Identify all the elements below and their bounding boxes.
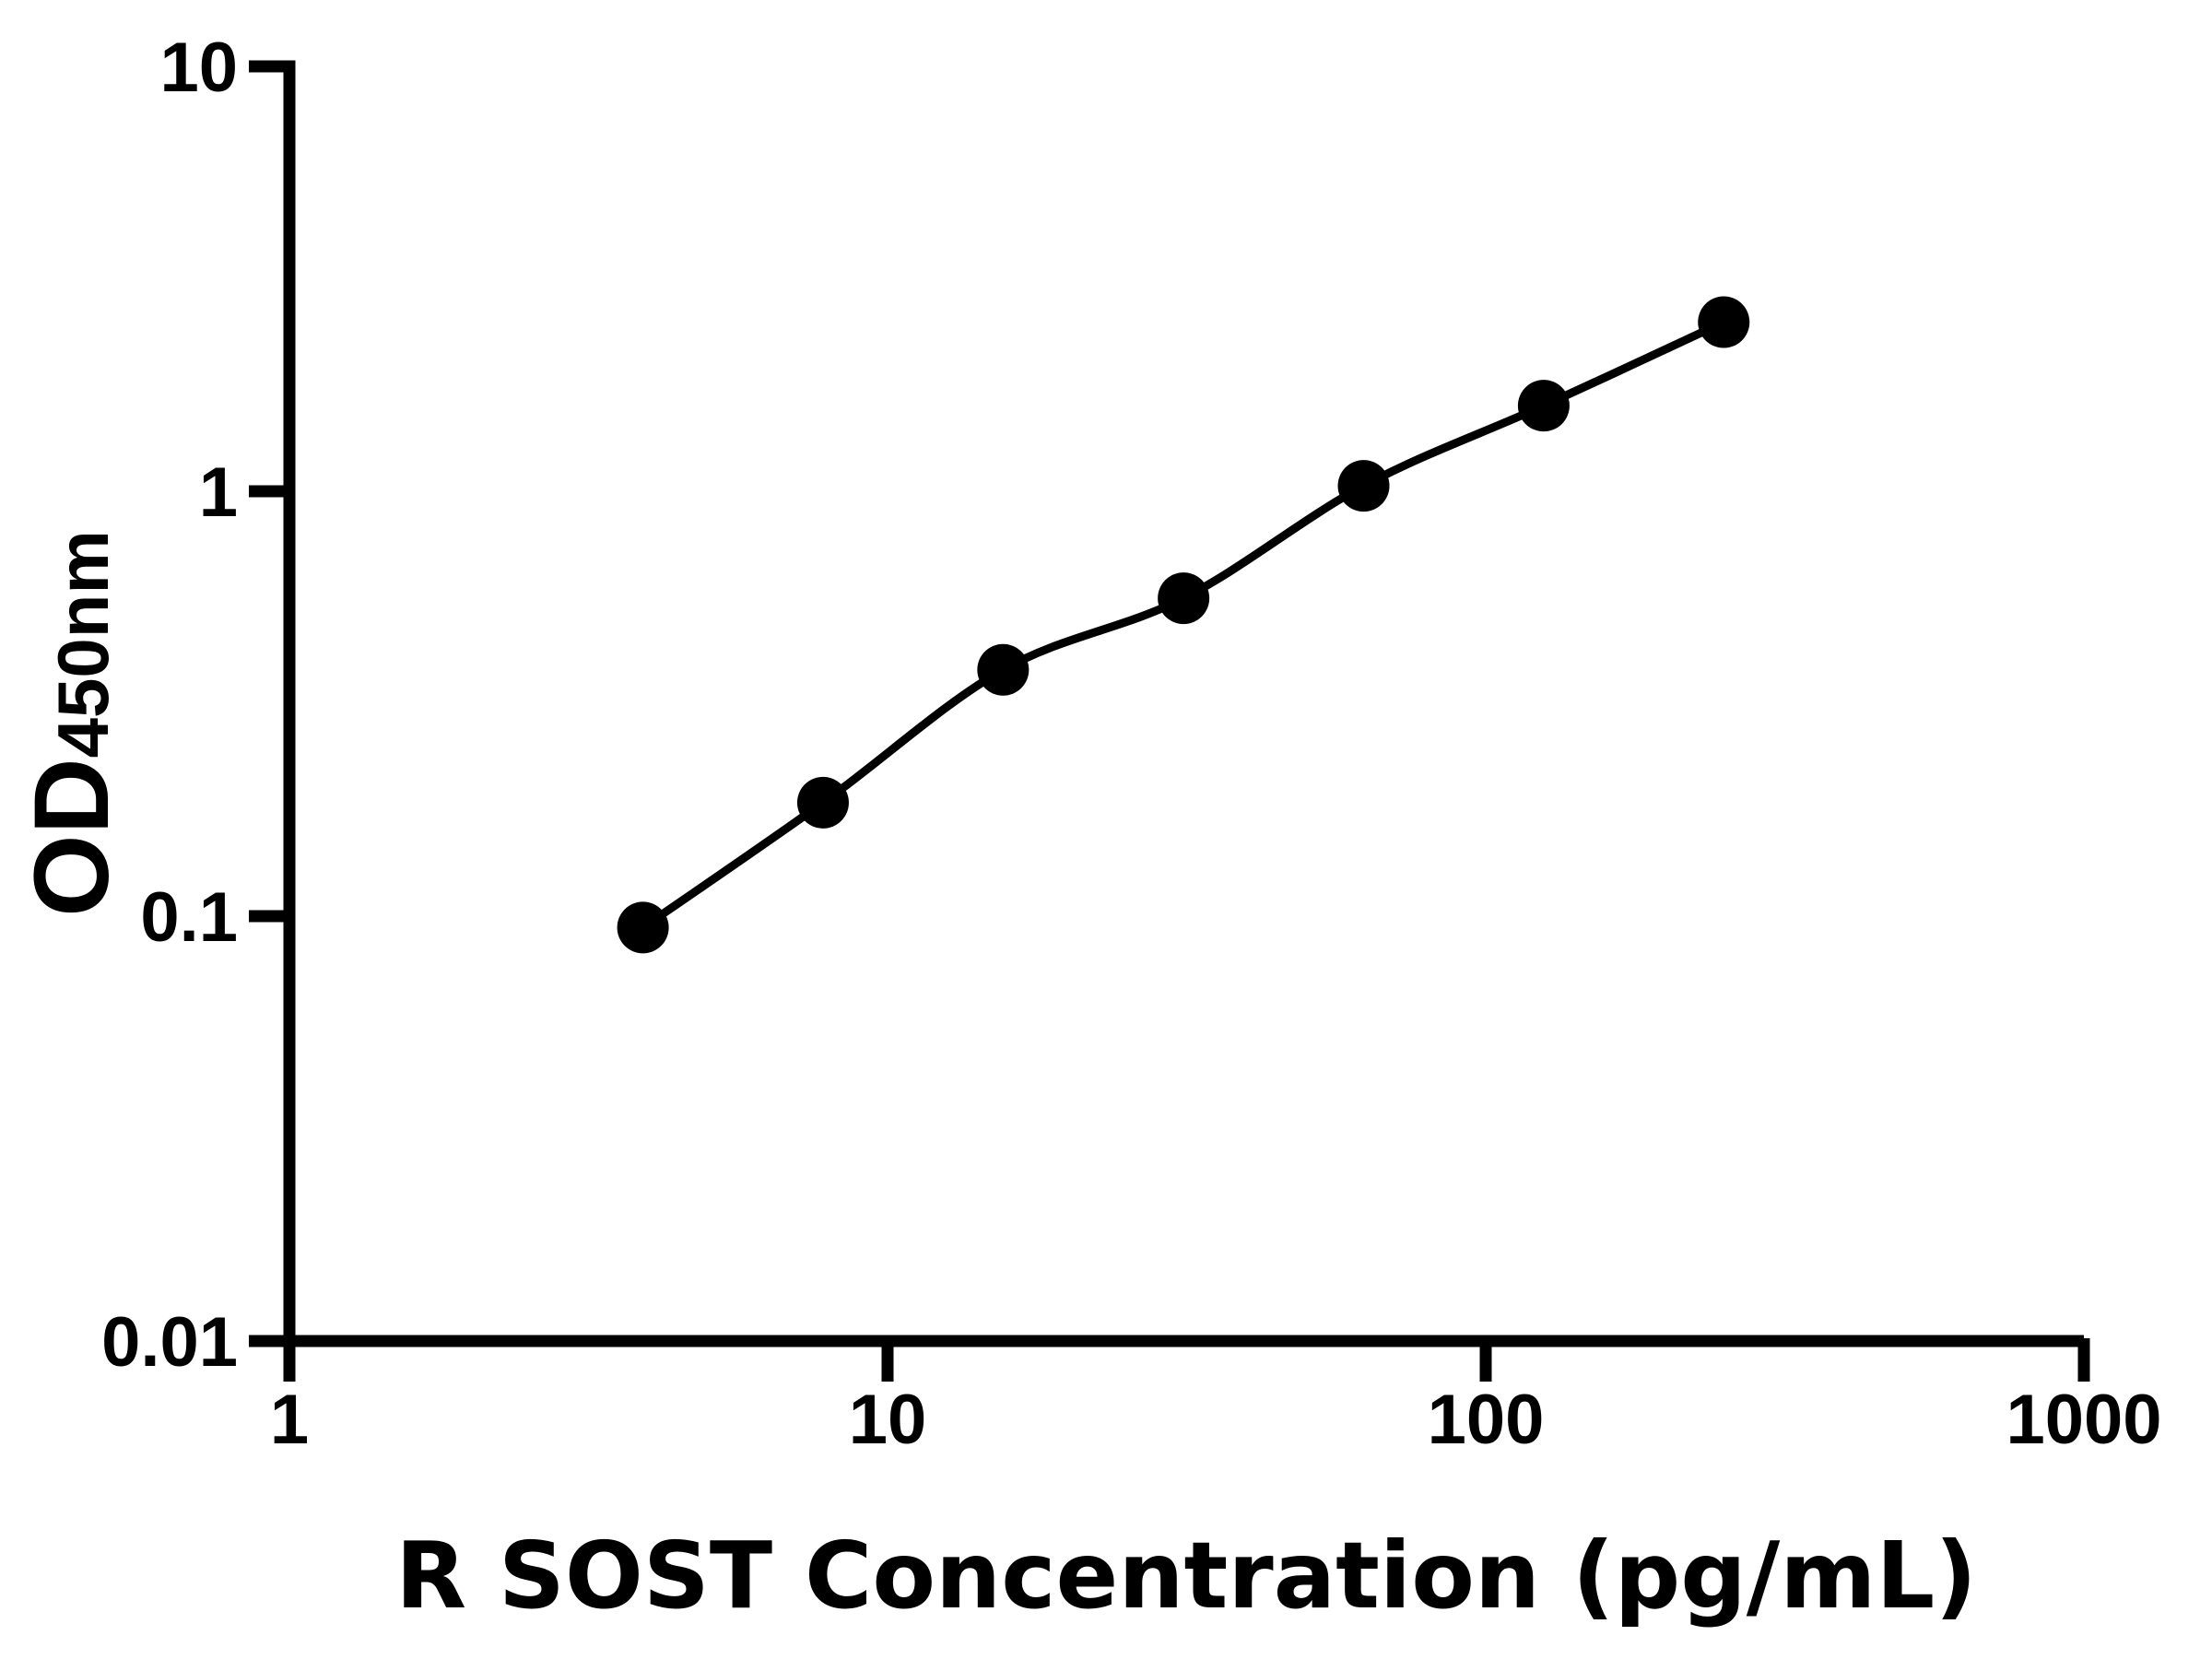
data-point-marker	[1517, 380, 1570, 432]
data-point-marker	[796, 776, 849, 829]
x-axis-title: R SOST Concentration (pg/mL)	[395, 1522, 1977, 1630]
y-axis-title-main: OD	[13, 758, 131, 917]
y-tick-label: 10	[159, 29, 238, 107]
x-tick-label: 100	[1428, 1381, 1545, 1459]
y-axis-title: OD450nm	[13, 530, 131, 917]
x-tick-label: 1000	[2006, 1381, 2161, 1459]
axis-lines	[283, 66, 2084, 1347]
data-point-marker	[1337, 460, 1390, 512]
x-tick-label: 1	[270, 1381, 309, 1459]
x-tick-label: 10	[849, 1381, 927, 1459]
data-point-marker	[1698, 296, 1750, 348]
data-point-marker	[977, 643, 1030, 696]
y-tick-label: 0.1	[140, 878, 238, 957]
data-point-marker	[617, 901, 669, 954]
y-tick-label: 0.01	[101, 1303, 238, 1382]
y-axis-title-subscript: 450nm	[42, 530, 124, 758]
y-tick-label: 1	[199, 453, 238, 532]
data-point-marker	[1158, 572, 1210, 625]
